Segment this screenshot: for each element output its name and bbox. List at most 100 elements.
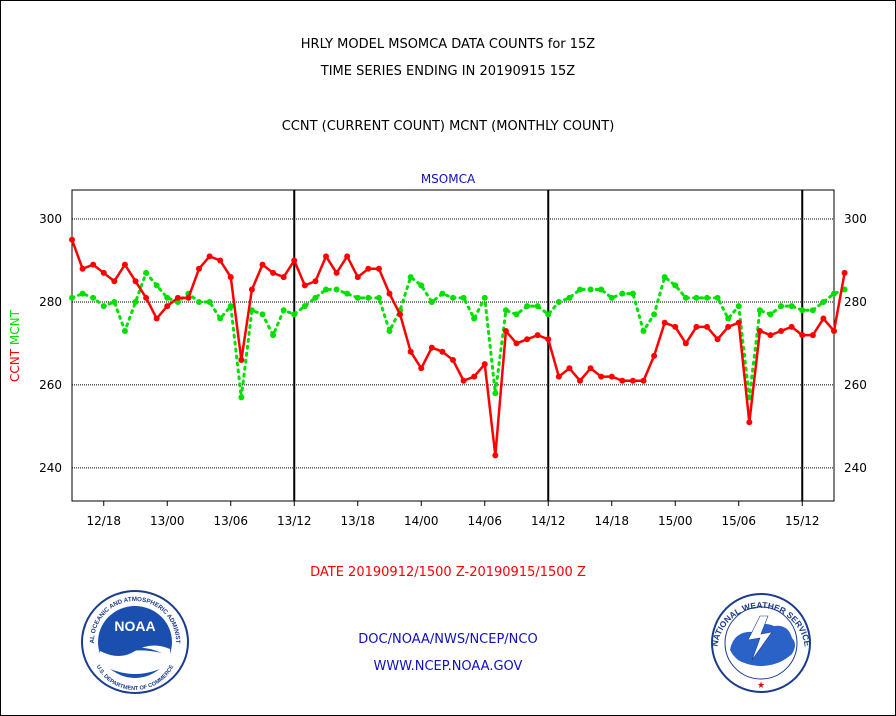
data-point-mcnt [333,286,340,293]
x-tick-label: 14/12 [531,514,566,528]
data-point-ccnt [555,373,562,380]
data-point-mcnt [481,294,488,301]
data-point-ccnt [206,253,213,260]
y-tick-label-right: 260 [844,378,867,392]
org-link[interactable]: DOC/NOAA/NWS/NCEP/NCO [358,632,538,647]
data-point-mcnt [661,274,668,281]
data-point-ccnt [217,257,224,264]
data-point-ccnt [365,265,372,272]
data-point-ccnt [831,327,837,334]
y-tick-label-right: 240 [844,461,867,475]
data-point-ccnt [640,377,647,384]
data-point-mcnt [301,303,308,310]
data-point-ccnt [672,323,679,330]
y-axis-label-mcnt: MCNT [8,309,22,345]
x-tick-label: 13/00 [150,514,185,528]
data-point-mcnt [756,307,763,314]
data-point-mcnt [809,307,816,314]
data-point-ccnt [778,327,785,334]
data-point-mcnt [513,311,520,318]
data-point-mcnt [386,327,393,334]
data-point-mcnt [704,294,710,301]
y-tick-label-right: 300 [844,212,867,226]
data-point-ccnt [397,311,404,318]
data-point-mcnt [767,311,774,318]
y-tick-label-left: 280 [39,295,62,309]
data-point-ccnt [661,319,668,326]
data-point-mcnt [217,315,224,322]
data-point-ccnt [185,294,192,301]
data-point-ccnt [566,365,573,372]
data-point-mcnt [90,294,97,301]
x-tick-label: 15/06 [721,514,756,528]
data-point-ccnt [608,373,615,380]
data-point-ccnt [450,357,456,364]
data-point-mcnt [259,311,266,318]
station-label: MSOMCA [420,172,476,186]
data-point-ccnt [756,327,763,334]
website-link[interactable]: WWW.NCEP.NOAA.GOV [373,659,523,674]
data-point-ccnt [375,265,382,272]
chart-subtitle: CCNT (CURRENT COUNT) MCNT (MONTHLY COUNT… [281,119,615,134]
data-point-ccnt [301,282,308,289]
chart-title-line2: TIME SERIES ENDING IN 20190915 15Z [320,64,576,79]
data-point-ccnt [121,261,128,268]
data-point-ccnt [344,253,351,260]
data-point-mcnt [524,303,531,310]
data-point-ccnt [492,452,499,459]
data-point-ccnt [460,377,467,384]
data-point-mcnt [439,290,446,297]
data-point-ccnt [428,344,435,351]
data-point-mcnt [344,290,351,297]
data-point-ccnt [651,352,658,359]
x-tick-label: 13/12 [277,514,312,528]
chart-title-line1: HRLY MODEL MSOMCA DATA COUNTS for 15Z [300,37,596,52]
grid-layer [72,218,834,469]
y-tick-label-left: 300 [39,212,62,226]
data-point-mcnt [598,286,605,293]
svg-text:★: ★ [757,681,765,691]
x-tick-label: 15/12 [785,514,820,528]
data-point-ccnt [111,278,118,285]
plot-frame [71,189,835,502]
nws-logo: NATIONAL WEATHER SERVICE ★ [709,593,813,693]
data-point-ccnt [577,377,583,384]
data-point-mcnt [407,274,414,281]
data-point-mcnt [619,290,626,297]
data-point-ccnt [820,315,827,322]
x-tick-label: 14/00 [404,514,439,528]
data-point-mcnt [121,327,128,334]
data-point-ccnt [502,327,509,334]
data-point-mcnt [428,298,435,305]
data-point-ccnt [746,419,753,426]
data-point-ccnt [841,269,848,276]
data-point-mcnt [566,294,573,301]
data-point-mcnt [418,282,425,289]
data-point-mcnt [735,303,742,310]
data-point-ccnt [799,332,806,339]
data-point-ccnt [767,332,774,339]
data-point-ccnt [545,336,552,343]
data-point-mcnt [111,298,118,305]
data-point-ccnt [153,315,160,322]
data-point-mcnt [206,298,213,305]
data-point-mcnt [629,290,636,297]
data-point-ccnt [333,269,340,276]
data-point-mcnt [672,282,679,289]
data-point-ccnt [238,357,245,364]
data-point-mcnt [502,307,509,314]
data-point-ccnt [280,274,287,281]
data-point-mcnt [132,298,139,305]
data-point-mcnt [820,298,827,305]
data-point-ccnt [682,340,689,347]
data-point-mcnt [831,290,837,297]
data-point-ccnt [619,377,626,384]
data-point-ccnt [704,323,710,330]
date-range-label: DATE 20190912/1500 Z-20190915/1500 Z [310,565,586,580]
data-point-ccnt [725,323,732,330]
x-tick-label: 12/18 [86,514,121,528]
data-point-mcnt [587,286,594,293]
data-point-ccnt [714,336,721,343]
y-tick-label-right: 280 [844,295,867,309]
data-point-mcnt [788,303,795,310]
